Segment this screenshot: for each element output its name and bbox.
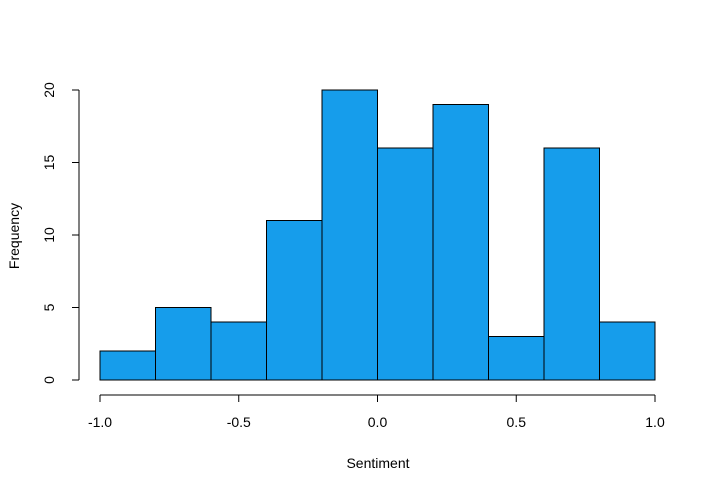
histogram-bar-7: [488, 336, 545, 381]
x-axis: -1.0 -0.5 0.0 0.5 1.0: [88, 394, 665, 430]
x-tick-label: -0.5: [227, 414, 251, 430]
x-axis-title: Sentiment: [346, 455, 409, 471]
x-tick-label: 0.5: [507, 414, 527, 430]
histogram-bar-6: [432, 104, 489, 381]
histogram-bar-1: [155, 307, 212, 381]
y-tick-label: 10: [41, 227, 57, 243]
histogram-bar-3: [266, 220, 323, 381]
histogram-bar-5: [377, 147, 434, 381]
x-tick-label: 1.0: [645, 414, 665, 430]
histogram-bar-0: [99, 350, 156, 381]
y-tick-label: 5: [41, 303, 57, 311]
histogram-bar-2: [210, 321, 267, 381]
y-axis: 0 5 10 15 20: [41, 82, 80, 384]
histogram-bar-8: [543, 147, 600, 381]
x-tick-label: -1.0: [88, 414, 112, 430]
histogram-bars: [99, 89, 656, 381]
y-tick-label: 20: [41, 82, 57, 98]
histogram-bar-4: [321, 89, 378, 381]
histogram-bar-9: [599, 321, 656, 381]
x-tick-label: 0.0: [368, 414, 388, 430]
y-tick-label: 15: [41, 155, 57, 171]
y-axis-title: Frequency: [6, 203, 22, 269]
y-tick-label: 0: [41, 376, 57, 384]
